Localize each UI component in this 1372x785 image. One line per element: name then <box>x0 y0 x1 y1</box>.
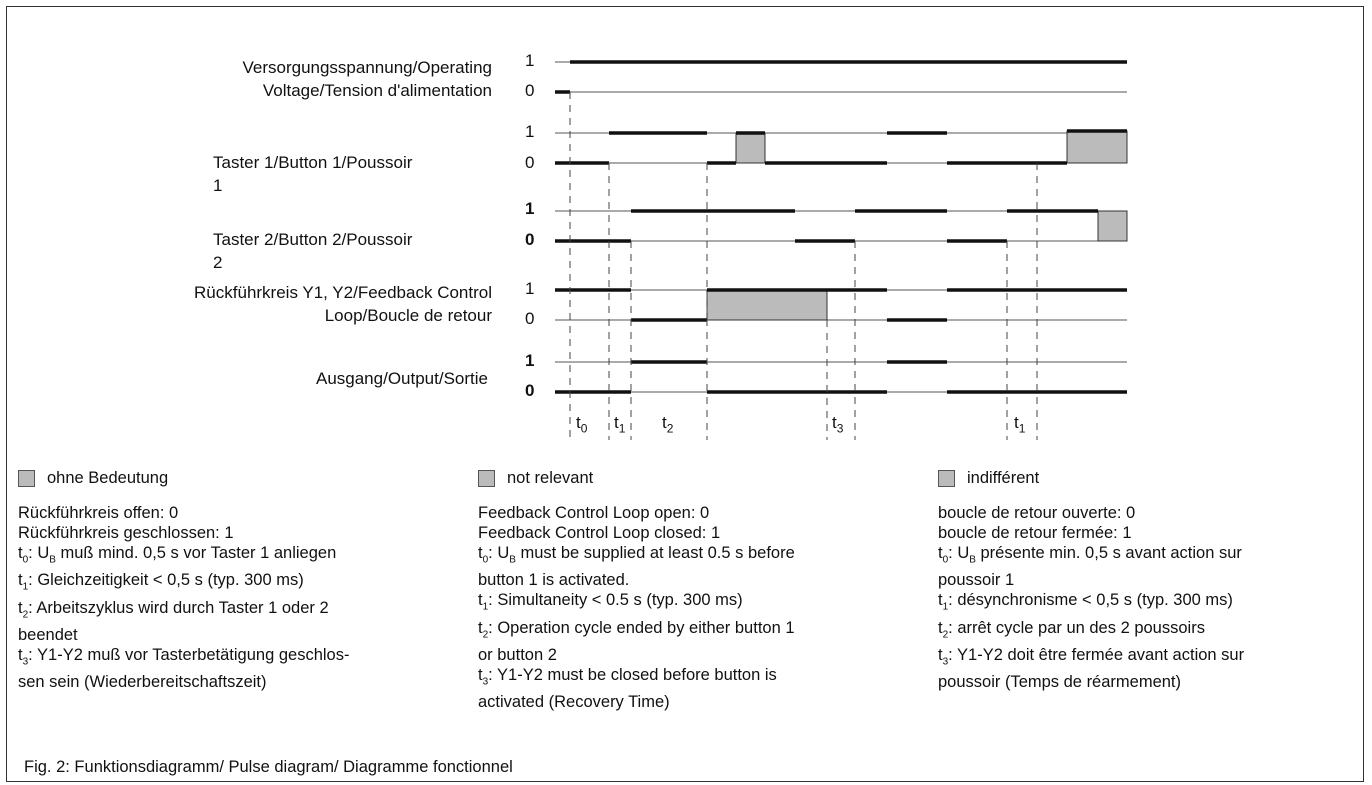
time-label-t2: t2 <box>662 413 674 436</box>
level-1-label: 1 <box>525 122 535 141</box>
dont-care-swatch <box>938 469 955 487</box>
time-label-t0: t0 <box>576 413 588 436</box>
level-0-label: 0 <box>525 81 535 100</box>
level-0-label: 0 <box>525 309 535 328</box>
level-1-label: 1 <box>525 199 535 218</box>
figure-frame <box>6 6 1364 782</box>
dont-care-swatch <box>18 469 35 487</box>
level-1-label: 1 <box>525 51 535 70</box>
time-label-t1: t1 <box>614 413 626 436</box>
level-1-label: 1 <box>525 351 535 370</box>
dont-care-region <box>706 289 828 321</box>
level-0-label: 0 <box>525 230 535 249</box>
level-0-label: 0 <box>525 153 535 172</box>
dont-care-region <box>735 132 766 164</box>
legend-german: ohne Bedeutung Rückführkreis offen: 0 Rü… <box>18 469 350 692</box>
signal-label-button-2: Taster 2/Button 2/Poussoir 2 <box>213 230 413 272</box>
level-0-label: 0 <box>525 381 535 400</box>
signal-label-feedback-loop: Rückführkreis Y1, Y2/Feedback Control Lo… <box>194 283 492 325</box>
dont-care-region <box>1097 210 1128 242</box>
signal-label-operating-voltage: Versorgungsspannung/Operating Voltage/Te… <box>242 58 492 100</box>
dont-care-region <box>1066 130 1128 164</box>
level-1-label: 1 <box>525 279 535 298</box>
legend-french: indifférent boucle de retour ouverte: 0 … <box>938 469 1245 692</box>
timing-diagram <box>555 60 1128 440</box>
figure-caption: Fig. 2: Funktionsdiagramm/ Pulse diagram… <box>24 758 513 776</box>
legend-english: not relevant Feedback Control Loop open:… <box>478 469 795 712</box>
signal-label-button-1: Taster 1/Button 1/Poussoir 1 <box>213 153 413 195</box>
signal-label-output: Ausgang/Output/Sortie <box>315 369 488 388</box>
time-label-t3: t3 <box>832 413 844 436</box>
dont-care-swatch <box>478 469 495 487</box>
time-label-t1-second: t1 <box>1014 413 1026 436</box>
